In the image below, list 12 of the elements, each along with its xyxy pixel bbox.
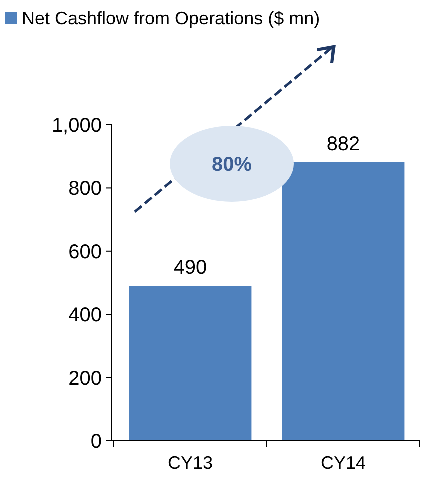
y-tick-label: 400 — [68, 304, 102, 327]
legend-label: Net Cashflow from Operations ($ mn) — [22, 8, 320, 28]
data-label: 490 — [174, 257, 208, 280]
y-tick-label: 0 — [90, 431, 102, 453]
y-tick-label: 200 — [68, 368, 102, 390]
annotation: 80% — [212, 154, 252, 176]
x-tick-label: CY14 — [320, 453, 366, 473]
x-tick-label: CY13 — [168, 453, 214, 473]
y-tick-label: 800 — [68, 178, 102, 200]
y-tick-label: 600 — [68, 241, 102, 264]
data-label: 882 — [326, 133, 360, 156]
y-tick-label: 1,000 — [52, 115, 102, 137]
